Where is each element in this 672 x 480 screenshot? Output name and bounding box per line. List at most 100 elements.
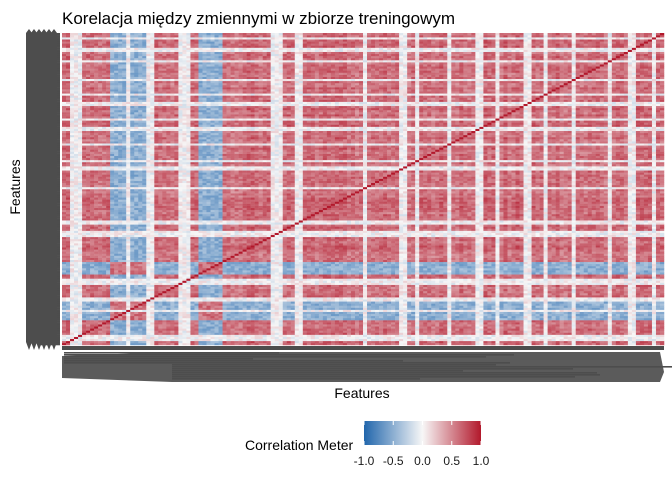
heatmap-cell <box>78 278 82 280</box>
heatmap-cell <box>644 293 648 295</box>
heatmap-cell <box>70 320 74 322</box>
heatmap-cell <box>407 320 411 322</box>
heatmap-cell <box>423 310 427 312</box>
heatmap-cell <box>198 295 202 297</box>
heatmap-cell <box>387 289 391 291</box>
heatmap-cell <box>548 316 552 318</box>
heatmap-cell <box>499 314 503 316</box>
heatmap-cell <box>311 322 315 324</box>
heatmap-cell <box>620 343 624 345</box>
heatmap-cell <box>511 297 515 299</box>
heatmap-cell <box>275 287 279 289</box>
heatmap-cell <box>138 305 142 307</box>
heatmap-cell <box>367 341 371 343</box>
heatmap-cell <box>656 326 660 328</box>
heatmap-cell <box>491 330 495 332</box>
heatmap-cell <box>520 308 524 310</box>
heatmap-cell <box>407 322 411 324</box>
heatmap-cell <box>162 301 166 303</box>
heatmap-cell <box>455 291 459 293</box>
heatmap-cell <box>162 305 166 307</box>
heatmap-cell <box>186 316 190 318</box>
heatmap-cell <box>279 301 283 303</box>
heatmap-cell <box>146 324 150 326</box>
heatmap-cell <box>130 320 134 322</box>
heatmap-cell <box>383 341 387 343</box>
heatmap-cell <box>556 343 560 345</box>
heatmap-cell <box>162 278 166 280</box>
heatmap-cell <box>556 287 560 289</box>
heatmap-cell <box>210 305 214 307</box>
heatmap-cell <box>190 339 194 341</box>
heatmap-cell <box>463 299 467 301</box>
heatmap-cell <box>202 337 206 339</box>
heatmap-cell <box>331 287 335 289</box>
heatmap-cell <box>275 335 279 337</box>
heatmap-cell <box>495 308 499 310</box>
heatmap-cell <box>483 281 487 283</box>
heatmap-cell <box>447 341 451 343</box>
heatmap-cell <box>170 283 174 285</box>
heatmap-cell <box>319 291 323 293</box>
heatmap-cell <box>487 310 491 312</box>
heatmap-cell <box>271 320 275 322</box>
heatmap-cell <box>524 283 528 285</box>
heatmap-cell <box>110 287 114 289</box>
heatmap-cell <box>507 320 511 322</box>
heatmap-cell <box>560 320 564 322</box>
heatmap-cell <box>628 339 632 341</box>
heatmap-cell <box>339 320 343 322</box>
heatmap-cell <box>343 318 347 320</box>
heatmap-cell <box>158 324 162 326</box>
heatmap-cell <box>202 333 206 335</box>
heatmap-cell <box>652 335 656 337</box>
heatmap-cell <box>315 285 319 287</box>
heatmap-cell <box>471 295 475 297</box>
heatmap-cell <box>640 324 644 326</box>
heatmap-cell <box>86 295 90 297</box>
heatmap-cell <box>399 328 403 330</box>
heatmap-cell <box>475 278 479 280</box>
heatmap-cell <box>431 320 435 322</box>
heatmap-cell <box>174 316 178 318</box>
heatmap-cell <box>487 291 491 293</box>
heatmap-cell <box>247 312 251 314</box>
heatmap-cell <box>78 335 82 337</box>
heatmap-cell <box>580 297 584 299</box>
heatmap-cell <box>471 339 475 341</box>
heatmap-cell <box>327 287 331 289</box>
heatmap-cell <box>223 303 227 305</box>
heatmap-cell <box>335 312 339 314</box>
heatmap-cell <box>315 320 319 322</box>
heatmap-cell <box>291 291 295 293</box>
heatmap-cell <box>267 287 271 289</box>
heatmap-cell <box>102 324 106 326</box>
heatmap-cell <box>439 324 443 326</box>
heatmap-cell <box>122 312 126 314</box>
heatmap-cell <box>660 343 664 345</box>
heatmap-cell <box>251 330 255 332</box>
heatmap-cell <box>624 326 628 328</box>
heatmap-cell <box>447 289 451 291</box>
heatmap-cell <box>66 330 70 332</box>
heatmap-cell <box>202 312 206 314</box>
heatmap-cell <box>636 283 640 285</box>
heatmap-cell <box>319 297 323 299</box>
heatmap-cell <box>443 343 447 345</box>
heatmap-cell <box>347 314 351 316</box>
heatmap-cell <box>608 341 612 343</box>
heatmap-cell <box>479 341 483 343</box>
heatmap-cell <box>78 320 82 322</box>
heatmap-cell <box>652 303 656 305</box>
heatmap-cell <box>564 330 568 332</box>
heatmap-cell <box>311 308 315 310</box>
heatmap-cell <box>86 297 90 299</box>
heatmap-cell <box>219 293 223 295</box>
heatmap-cell <box>499 337 503 339</box>
heatmap-cell <box>479 335 483 337</box>
heatmap-cell <box>443 281 447 283</box>
heatmap-cell <box>178 281 182 283</box>
heatmap-cell <box>632 326 636 328</box>
heatmap-cell <box>536 333 540 335</box>
heatmap-cell <box>495 299 499 301</box>
